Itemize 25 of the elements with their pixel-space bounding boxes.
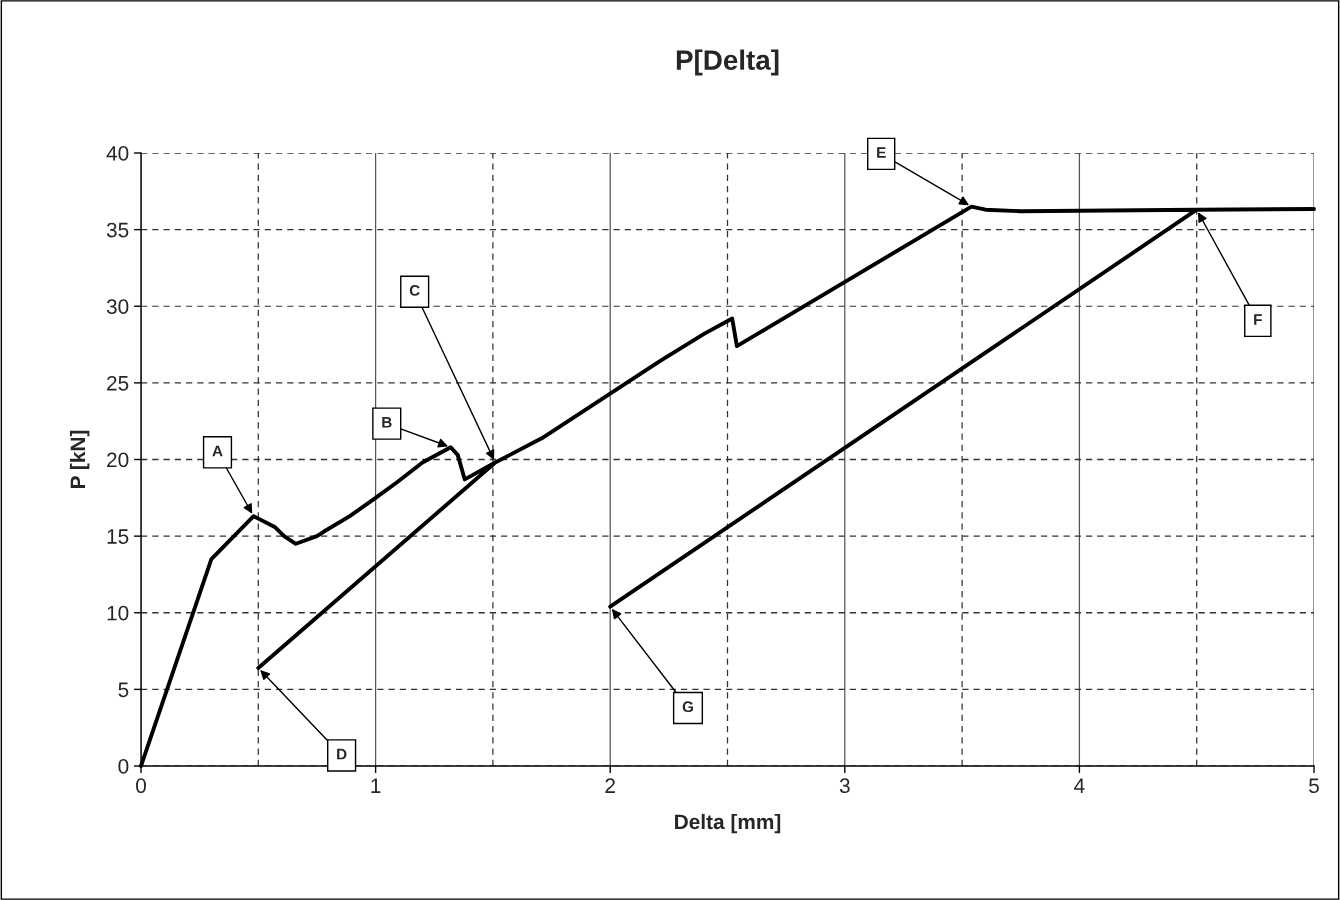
y-tick-label: 5 [118, 682, 129, 698]
annotation: D [337, 748, 347, 760]
y-tick-label: 25 [107, 375, 129, 391]
x-tick-label: 1 [371, 778, 381, 793]
y-tick-label: 0 [118, 759, 129, 774]
y-axis-title: P [kN] [69, 430, 90, 489]
x-tick-label: 5 [1309, 778, 1319, 794]
x-tick-label: 0 [136, 778, 146, 794]
x-tick-label: 2 [605, 778, 615, 793]
x-tick-label: 3 [839, 778, 850, 794]
y-tick-label: 40 [106, 146, 129, 161]
annotation: F [1254, 314, 1262, 325]
annotation: A [212, 445, 223, 457]
y-tick-label: 35 [106, 222, 129, 238]
y-tick-label: 20 [107, 452, 129, 468]
x-tick-label: 4 [1074, 778, 1085, 793]
y-tick-label: 15 [107, 529, 129, 544]
y-tick-label: 30 [106, 299, 129, 314]
y-tick-label: 10 [107, 605, 129, 621]
chart-title: P[Delta] [676, 49, 779, 76]
x-axis-title: Delta [mm] [675, 813, 781, 834]
annotation: E [877, 147, 886, 158]
annotation: B [382, 417, 392, 428]
annotation: C [409, 285, 420, 296]
annotation: G [682, 701, 693, 713]
